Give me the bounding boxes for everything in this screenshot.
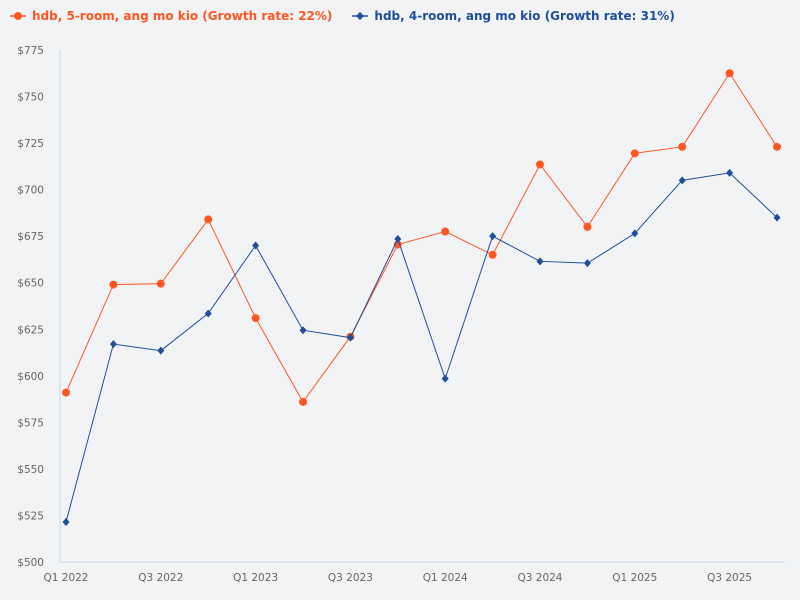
diamond-marker-icon: [352, 12, 369, 20]
x-tick-label: Q1 2024: [423, 572, 468, 584]
y-tick-label: $550: [17, 464, 44, 476]
data-point: [156, 279, 165, 288]
data-point: [109, 340, 117, 349]
data-point: [773, 142, 781, 151]
data-point: [631, 229, 639, 238]
legend-item-5-room[interactable]: hdb, 5-room, ang mo kio (Growth rate: 22…: [10, 9, 332, 23]
data-point: [630, 149, 639, 158]
data-point: [441, 374, 449, 383]
data-point: [62, 388, 70, 397]
y-tick-label: $525: [17, 510, 44, 522]
data-point: [536, 257, 544, 266]
data-point: [489, 232, 497, 241]
y-tick-label: $575: [17, 417, 44, 429]
data-point: [678, 142, 687, 151]
data-point: [204, 215, 213, 224]
data-point: [299, 397, 307, 406]
data-point: [725, 69, 734, 78]
x-tick-label: Q1 2025: [612, 572, 657, 584]
y-tick-label: $700: [17, 185, 44, 197]
series-line-1: [65, 172, 778, 523]
data-point: [251, 314, 260, 323]
y-tick-label: $775: [17, 45, 44, 57]
y-tick-label: $650: [17, 278, 44, 290]
data-point: [346, 333, 354, 342]
data-point: [394, 234, 402, 243]
data-point: [62, 517, 70, 526]
data-point: [583, 259, 591, 268]
legend-label: hdb, 4-room, ang mo kio (Growth rate: 31…: [374, 9, 675, 23]
data-point: [583, 222, 592, 231]
data-point: [488, 250, 497, 259]
data-point: [252, 241, 260, 250]
y-tick-label: $600: [17, 371, 44, 383]
data-point: [109, 280, 118, 289]
data-point: [299, 326, 307, 335]
data-point: [441, 227, 450, 236]
data-point: [773, 213, 781, 222]
x-tick-label: Q3 2025: [707, 572, 752, 584]
legend-label: hdb, 5-room, ang mo kio (Growth rate: 22…: [32, 9, 333, 23]
y-tick-label: $725: [17, 138, 44, 150]
data-point: [204, 309, 212, 318]
y-tick-label: $625: [17, 324, 44, 336]
x-tick-label: Q3 2023: [328, 572, 373, 584]
y-tick-label: $750: [17, 92, 44, 104]
legend-item-4-room[interactable]: hdb, 4-room, ang mo kio (Growth rate: 31…: [352, 9, 675, 23]
data-point: [157, 346, 165, 355]
legend: hdb, 5-room, ang mo kio (Growth rate: 22…: [10, 9, 675, 23]
x-tick-label: Q1 2023: [233, 572, 278, 584]
data-point: [678, 176, 686, 185]
y-tick-label: $675: [17, 231, 44, 243]
data-point: [536, 160, 544, 169]
circle-marker-icon: [10, 12, 26, 20]
data-point: [726, 168, 734, 177]
x-tick-label: Q3 2024: [517, 572, 562, 584]
x-tick-label: Q3 2022: [138, 572, 183, 584]
x-tick-label: Q1 2022: [43, 572, 88, 584]
y-tick-label: $500: [17, 557, 44, 569]
series-line-0: [65, 72, 778, 403]
